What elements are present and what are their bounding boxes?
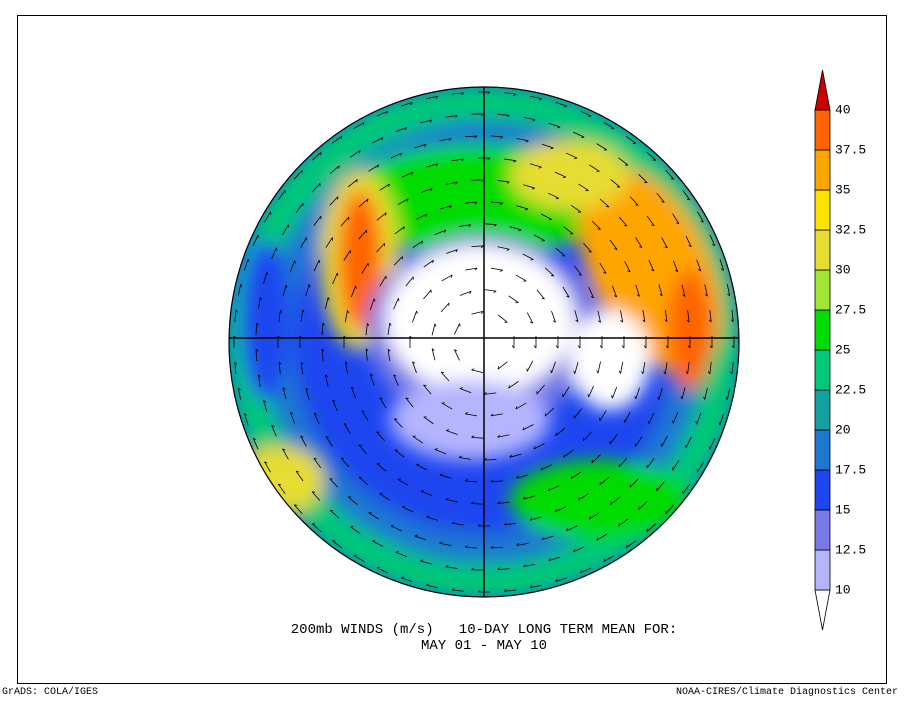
map-border [228, 86, 740, 598]
colorbar-box [814, 229, 831, 271]
title-line1: 200mb WINDS (m/s) 10-DAY LONG TERM MEAN … [291, 622, 677, 638]
colorbar-label: 32.5 [835, 222, 866, 237]
colorbar-box [814, 429, 831, 471]
colorbar-label: 35 [835, 182, 851, 197]
colorbar-box [814, 389, 831, 431]
colorbar-label: 40 [835, 102, 851, 117]
colorbar-box [814, 269, 831, 311]
colorbar-box [814, 509, 831, 551]
colorbar-label: 12.5 [835, 542, 866, 557]
colorbar-label: 10 [835, 582, 851, 597]
map [229, 87, 739, 597]
colorbar-label: 20 [835, 422, 851, 437]
colorbar-box [814, 549, 831, 591]
colorbar-box [814, 189, 831, 231]
colorbar-box [814, 309, 831, 351]
footer-right: NOAA-CIRES/Climate Diagnostics Center [676, 686, 898, 698]
colorbar-box [814, 149, 831, 191]
colorbar-label: 25 [835, 342, 851, 357]
title-line2: MAY 01 - MAY 10 [421, 638, 547, 654]
colorbar-label: 17.5 [835, 462, 866, 477]
colorbar-below [814, 589, 831, 631]
colorbar-box [814, 109, 831, 151]
colorbar-label: 30 [835, 262, 851, 277]
colorbar-label: 27.5 [835, 302, 866, 317]
footer-left: GrADS: COLA/IGES [2, 686, 98, 698]
colorbar-label: 37.5 [835, 142, 866, 157]
colorbar: 10 12.5 15 17.5 20 22.5 25 27.5 30 32.5 35 37.5 40 [814, 69, 866, 631]
colorbar-above [814, 69, 831, 111]
frame [17, 15, 887, 684]
colorbar-label: 22.5 [835, 382, 866, 397]
colorbar-box [814, 349, 831, 391]
colorbar-label: 15 [835, 502, 851, 517]
colorbar-box [814, 469, 831, 511]
